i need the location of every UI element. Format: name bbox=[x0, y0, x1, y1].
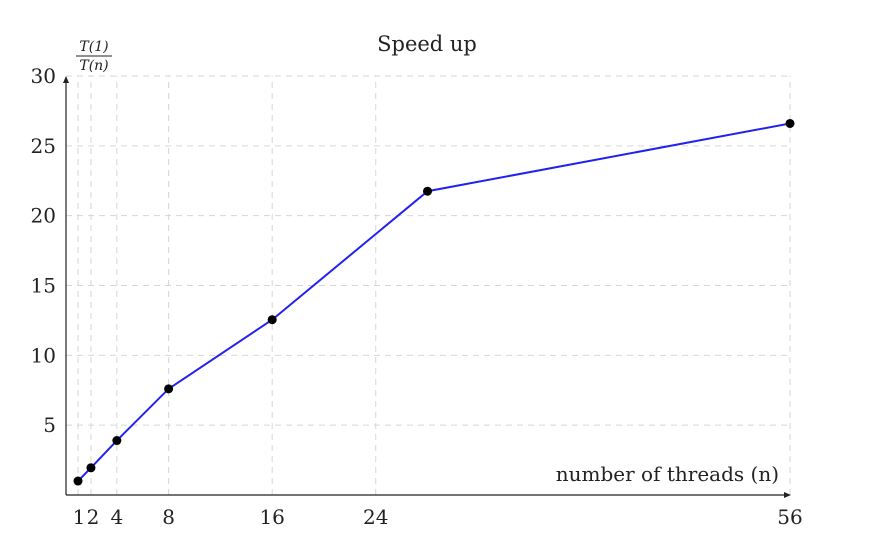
y-tick-label: 20 bbox=[31, 204, 56, 228]
data-point bbox=[73, 476, 83, 486]
x-tick-label: 16 bbox=[259, 505, 284, 529]
y-tick-label: 30 bbox=[31, 64, 56, 88]
y-label-denominator: T(n) bbox=[79, 58, 108, 74]
y-tick-label: 10 bbox=[31, 343, 56, 367]
grid bbox=[66, 75, 791, 495]
x-tick-label: 56 bbox=[777, 505, 802, 529]
data-point bbox=[112, 436, 122, 446]
data-point bbox=[164, 384, 174, 394]
axes bbox=[63, 76, 791, 498]
y-tick-label: 5 bbox=[43, 413, 56, 437]
series-line bbox=[77, 122, 791, 482]
data-point bbox=[423, 186, 433, 196]
data-point bbox=[267, 315, 277, 325]
y-tick-label: 25 bbox=[31, 134, 56, 158]
x-tick-label: 4 bbox=[110, 505, 123, 529]
x-axis-arrow bbox=[784, 492, 791, 498]
y-tick-label: 15 bbox=[31, 274, 56, 298]
series bbox=[73, 118, 795, 486]
x-tick-label: 8 bbox=[162, 505, 175, 529]
x-tick-label: 24 bbox=[363, 505, 388, 529]
y-axis-arrow bbox=[63, 76, 69, 83]
x-tick-label: 2 bbox=[87, 505, 100, 529]
x-axis-label: number of threads (n) bbox=[556, 462, 779, 486]
x-tick-label: 1 bbox=[73, 505, 86, 529]
y-axis-label: T(1) T(n) bbox=[76, 39, 112, 74]
data-point bbox=[86, 463, 96, 473]
data-point bbox=[785, 118, 795, 128]
chart-title: Speed up bbox=[377, 32, 477, 56]
y-label-numerator: T(1) bbox=[79, 39, 108, 55]
